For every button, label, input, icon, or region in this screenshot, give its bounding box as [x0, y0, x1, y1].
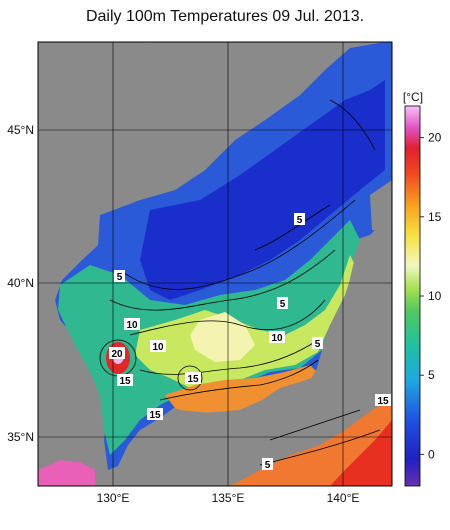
- warm-band-yellow: [135, 255, 355, 388]
- svg-text:15: 15: [149, 410, 161, 421]
- korea-landmass: [38, 42, 150, 470]
- hokkaido-landmass: [370, 180, 392, 232]
- contour-lines: [99, 99, 381, 466]
- svg-text:5: 5: [265, 460, 271, 471]
- contour-label: 15: [185, 372, 201, 385]
- contour-label: 15: [147, 408, 163, 421]
- pacific-hot-core: [330, 420, 392, 486]
- colorbar-tick-label: 15: [428, 210, 442, 224]
- map-title: Daily 100m Temperatures 09 Jul. 2013.: [85, 8, 365, 25]
- colorbar-tick-label: 5: [428, 368, 435, 382]
- contour-label: 10: [150, 340, 166, 353]
- svg-text:5: 5: [280, 299, 286, 310]
- graticule: [38, 42, 392, 486]
- svg-text:15: 15: [119, 376, 131, 387]
- colorbar-ticks: 20 15 10 5 0: [420, 131, 442, 461]
- colorbar-tick-label: 10: [428, 289, 442, 303]
- contour-label: 15: [375, 394, 391, 407]
- contour-label: 20: [109, 347, 125, 360]
- contour-label: 10: [124, 318, 140, 331]
- contour-label: 10: [269, 331, 285, 344]
- cold-core: [140, 80, 385, 300]
- svg-text:5: 5: [297, 215, 303, 226]
- colorbar: [°C] 20 15 10 5 0: [403, 90, 442, 487]
- map-frame: [37, 41, 393, 487]
- colorbar-tick-label: 20: [428, 131, 442, 145]
- colorbar-tick-label: 0: [428, 447, 435, 461]
- svg-text:10: 10: [126, 320, 138, 331]
- svg-text:5: 5: [117, 272, 123, 283]
- contour-label: 5: [114, 270, 125, 283]
- lat-label: 35°N: [7, 430, 34, 444]
- japan-landmass: [140, 235, 392, 486]
- contour-label: 5: [312, 337, 323, 350]
- map-area: [38, 42, 392, 486]
- contour-label: 5: [294, 213, 305, 226]
- svg-text:15: 15: [187, 374, 199, 385]
- svg-text:20: 20: [111, 349, 123, 360]
- svg-text:10: 10: [152, 342, 164, 353]
- lat-label: 40°N: [7, 276, 34, 290]
- svg-text:10: 10: [271, 333, 283, 344]
- svg-text:15: 15: [377, 396, 389, 407]
- russia-landmass: [100, 42, 350, 215]
- contour-label: 15: [117, 374, 133, 387]
- svg-text:5: 5: [315, 339, 321, 350]
- contour-labels: 5 5 5 10 10 10 20 15 15 15 5 15 5: [109, 213, 391, 471]
- lon-label: 140°E: [327, 491, 360, 505]
- colorbar-gradient: [404, 105, 421, 487]
- contour-label: 5: [262, 458, 273, 471]
- warm-coastal-strip: [165, 365, 320, 414]
- lat-label: 45°N: [7, 123, 34, 137]
- east-china-sea-warm: [38, 460, 95, 486]
- contour-label: 5: [277, 297, 288, 310]
- lon-label: 135°E: [212, 491, 245, 505]
- colorbar-unit: [°C]: [403, 90, 423, 104]
- lon-label: 130°E: [97, 491, 130, 505]
